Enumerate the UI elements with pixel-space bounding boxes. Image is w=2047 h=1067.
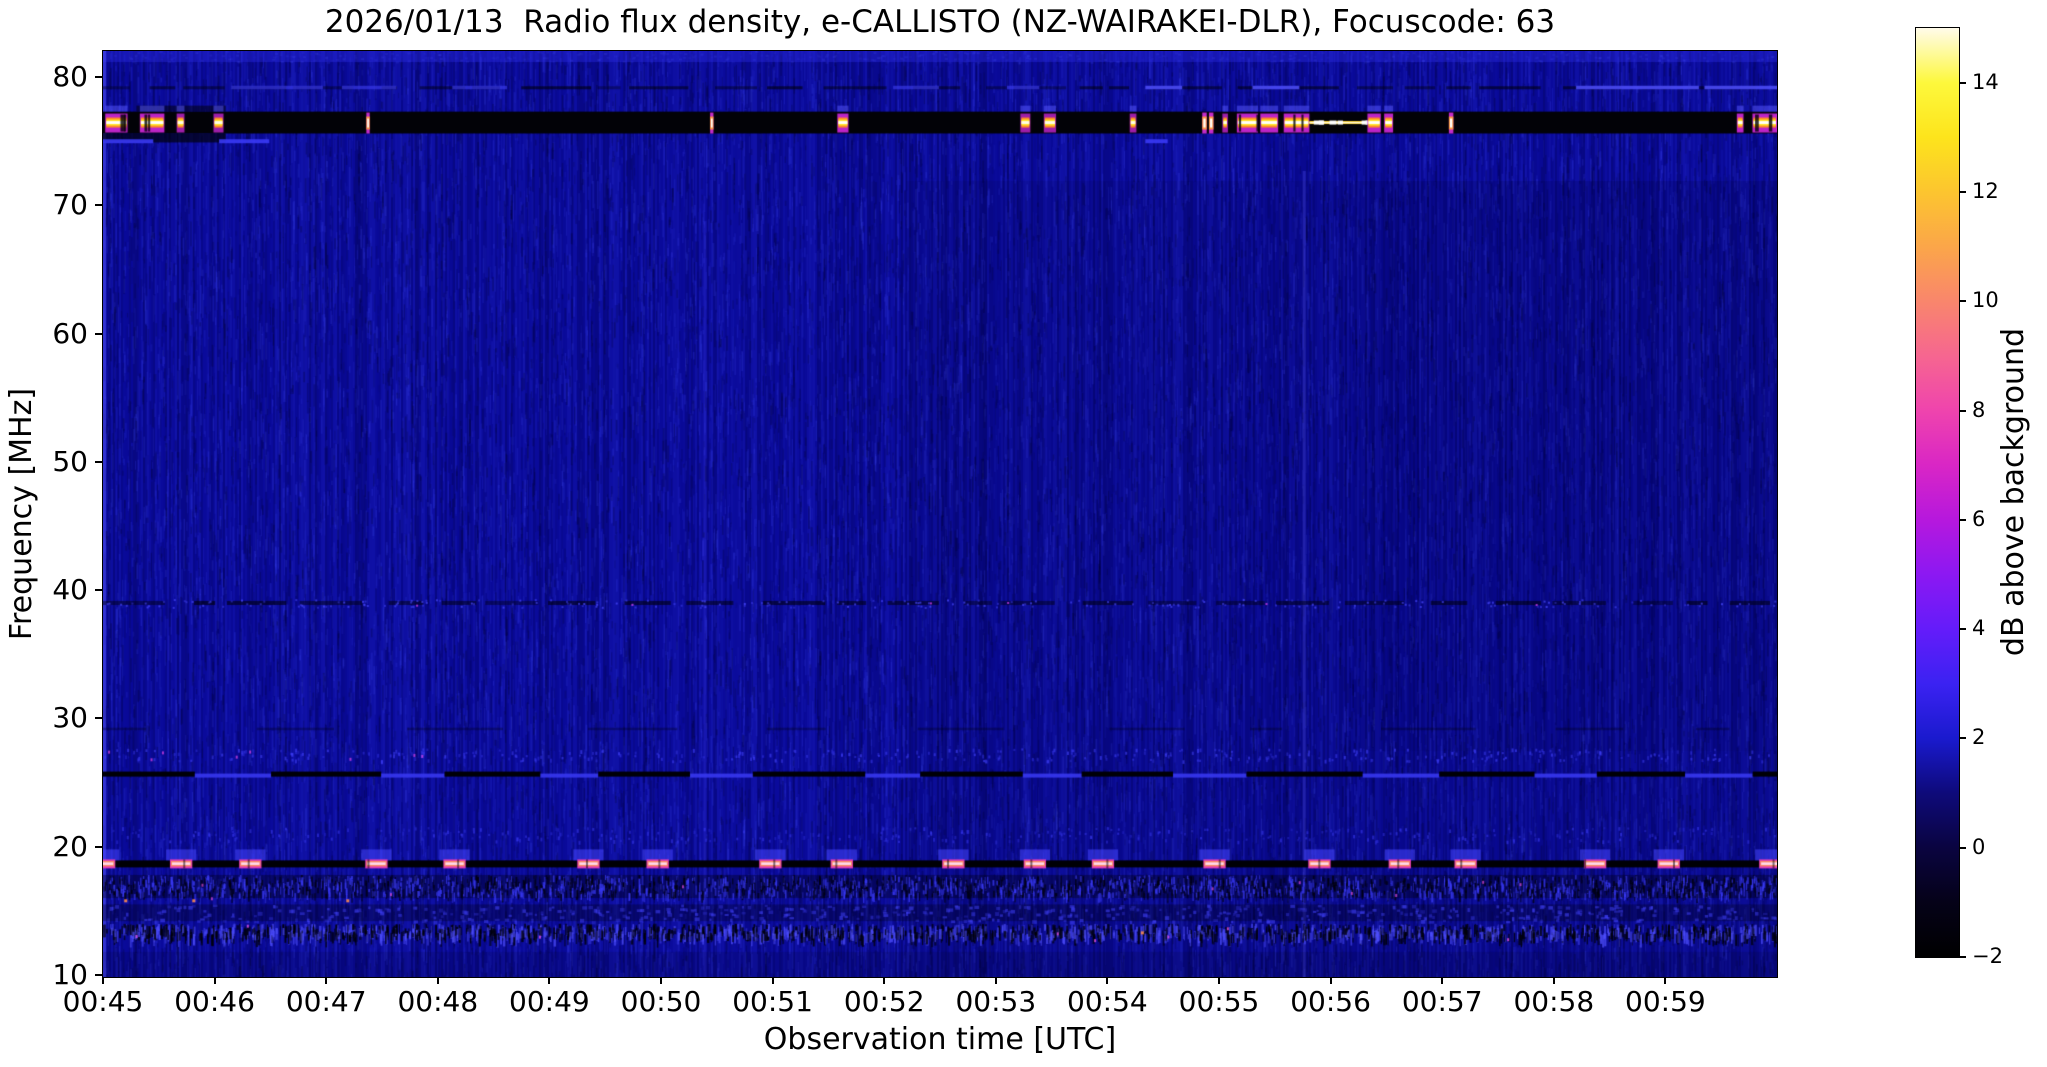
x-tick-label: 00:46 bbox=[174, 985, 255, 1018]
x-tick-label: 00:51 bbox=[732, 985, 813, 1018]
y-tick-mark bbox=[95, 974, 102, 976]
x-tick-mark bbox=[548, 977, 551, 984]
chart-title: 2026/01/13 Radio flux density, e-CALLIST… bbox=[324, 4, 1556, 40]
x-tick-label: 00:57 bbox=[1401, 985, 1483, 1018]
x-tick-label: 00:58 bbox=[1513, 985, 1595, 1018]
x-tick-mark bbox=[660, 977, 662, 984]
spectrogram-canvas bbox=[103, 51, 1777, 977]
x-tick-label: 00:52 bbox=[843, 985, 925, 1018]
y-tick-mark bbox=[95, 332, 102, 335]
colorbar-tick-mark bbox=[1959, 190, 1966, 193]
x-tick-label: 00:56 bbox=[1290, 985, 1371, 1018]
colorbar-tick-label: 6 bbox=[1972, 506, 1986, 531]
colorbar-tick-mark bbox=[1959, 737, 1966, 740]
x-tick-mark bbox=[994, 977, 997, 984]
colorbar-tick-mark bbox=[1959, 409, 1966, 412]
x-tick-label: 00:47 bbox=[285, 985, 367, 1018]
colorbar-tick-mark bbox=[1959, 628, 1966, 631]
x-tick-mark bbox=[102, 977, 104, 984]
x-axis-label: Observation time [UTC] bbox=[763, 1022, 1117, 1057]
y-tick-label: 40 bbox=[52, 573, 88, 607]
colorbar bbox=[1915, 27, 1960, 958]
y-tick-mark bbox=[95, 589, 102, 592]
x-tick-mark bbox=[1218, 977, 1220, 984]
x-tick-label: 00:55 bbox=[1178, 985, 1260, 1018]
x-tick-mark bbox=[1106, 977, 1109, 984]
x-tick-mark bbox=[436, 977, 439, 984]
colorbar-tick-label: 10 bbox=[1972, 288, 1999, 313]
x-tick-mark bbox=[325, 977, 328, 984]
y-tick-mark bbox=[95, 717, 102, 720]
y-tick-mark bbox=[95, 204, 102, 207]
colorbar-tick-label: 0 bbox=[1972, 834, 1986, 859]
x-tick-label: 00:49 bbox=[509, 985, 590, 1018]
y-tick-mark bbox=[95, 76, 102, 78]
colorbar-tick-label: 14 bbox=[1972, 69, 1999, 94]
y-tick-label: 50 bbox=[52, 444, 88, 478]
x-tick-mark bbox=[213, 977, 216, 984]
y-tick-mark bbox=[95, 845, 102, 848]
colorbar-tick-mark bbox=[1959, 846, 1966, 849]
x-tick-label: 00:45 bbox=[62, 985, 144, 1018]
x-tick-label: 00:59 bbox=[1625, 985, 1706, 1018]
colorbar-tick-mark bbox=[1959, 300, 1966, 303]
y-tick-label: 80 bbox=[52, 60, 88, 93]
colorbar-label: dB above background bbox=[1996, 327, 2031, 657]
colorbar-tick-mark bbox=[1959, 518, 1966, 521]
colorbar-tick-label: 12 bbox=[1972, 178, 1999, 203]
colorbar-tick-label: 4 bbox=[1972, 616, 1986, 641]
x-tick-label: 00:53 bbox=[955, 985, 1037, 1018]
x-tick-mark bbox=[1552, 977, 1555, 984]
x-tick-mark bbox=[1441, 977, 1444, 984]
colorbar-gradient bbox=[1916, 28, 1959, 957]
x-tick-mark bbox=[1329, 977, 1332, 984]
colorbar-tick-label: 2 bbox=[1972, 725, 1986, 750]
x-tick-mark bbox=[883, 977, 886, 984]
colorbar-tick-label: 8 bbox=[1972, 397, 1986, 422]
x-tick-mark bbox=[771, 977, 774, 984]
x-tick-label: 00:54 bbox=[1067, 985, 1148, 1018]
colorbar-tick-mark bbox=[1959, 956, 1966, 958]
colorbar-tick-label: −2 bbox=[1972, 944, 2003, 968]
y-tick-label: 10 bbox=[52, 958, 88, 991]
y-tick-label: 30 bbox=[52, 701, 88, 735]
x-tick-mark bbox=[1664, 977, 1667, 984]
y-tick-label: 20 bbox=[52, 829, 88, 863]
y-tick-mark bbox=[95, 460, 102, 463]
plot-area bbox=[102, 50, 1778, 978]
colorbar-tick-mark bbox=[1959, 81, 1966, 84]
x-tick-label: 00:50 bbox=[620, 985, 702, 1018]
x-tick-label: 00:48 bbox=[397, 985, 479, 1018]
y-tick-label: 60 bbox=[52, 316, 88, 350]
y-tick-label: 70 bbox=[52, 188, 88, 222]
